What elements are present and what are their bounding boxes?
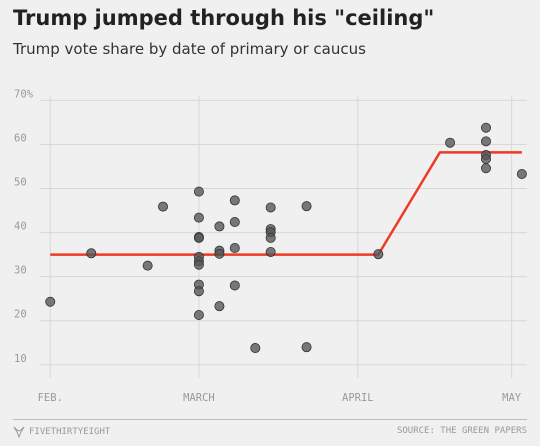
chart-subtitle: Trump vote share by date of primary or c… bbox=[13, 40, 366, 58]
brand: FIVETHIRTYEIGHT bbox=[13, 426, 110, 438]
data-point bbox=[229, 217, 240, 228]
data-point bbox=[516, 168, 527, 179]
y-tick-label: 40 bbox=[14, 221, 27, 233]
data-point bbox=[229, 195, 240, 206]
x-tick-label: MAY bbox=[502, 392, 522, 404]
chart-title: Trump jumped through his "ceiling" bbox=[13, 6, 435, 30]
data-point bbox=[445, 137, 456, 148]
x-axis-ticks: FEB. MARCH APRIL MAY bbox=[38, 392, 522, 404]
data-point bbox=[142, 260, 153, 271]
footer-divider bbox=[13, 419, 527, 420]
y-axis-ticks: 10 20 30 40 50 60 70% bbox=[14, 88, 34, 364]
data-point bbox=[301, 201, 312, 212]
data-point bbox=[250, 343, 261, 354]
fox-icon bbox=[13, 426, 25, 438]
data-point bbox=[86, 248, 97, 259]
data-point bbox=[480, 163, 491, 174]
data-point bbox=[480, 154, 491, 165]
data-point bbox=[265, 232, 276, 243]
data-point bbox=[193, 186, 204, 197]
y-tick-label: 50 bbox=[14, 177, 27, 189]
data-point bbox=[193, 309, 204, 320]
data-point bbox=[480, 122, 491, 133]
y-tick-label: 30 bbox=[14, 265, 27, 277]
data-point bbox=[193, 232, 204, 243]
grid-lines bbox=[40, 96, 527, 378]
brand-label: FIVETHIRTYEIGHT bbox=[29, 427, 111, 437]
y-tick-label: 20 bbox=[14, 309, 27, 321]
data-point bbox=[214, 221, 225, 232]
y-tick-label: 10 bbox=[14, 353, 27, 365]
data-point bbox=[373, 249, 384, 260]
data-point bbox=[158, 201, 169, 212]
data-point bbox=[229, 243, 240, 254]
data-point bbox=[301, 342, 312, 353]
source-credit: SOURCE: THE GREEN PAPERS bbox=[396, 426, 527, 436]
data-point bbox=[265, 246, 276, 257]
data-point bbox=[265, 202, 276, 213]
x-tick-label: APRIL bbox=[342, 392, 374, 404]
data-point bbox=[193, 212, 204, 223]
data-point bbox=[45, 296, 56, 307]
trend-line bbox=[50, 151, 522, 256]
data-point bbox=[229, 280, 240, 291]
x-tick-label: FEB. bbox=[38, 392, 63, 404]
data-point bbox=[193, 286, 204, 297]
x-tick-label: MARCH bbox=[183, 392, 215, 404]
data-points bbox=[45, 122, 527, 354]
data-point bbox=[193, 259, 204, 270]
data-point bbox=[214, 301, 225, 312]
trend-line-group bbox=[50, 151, 522, 256]
data-point bbox=[480, 136, 491, 147]
y-tick-label: 60 bbox=[14, 132, 27, 144]
y-tick-label: 70% bbox=[14, 88, 34, 100]
data-point bbox=[214, 248, 225, 259]
